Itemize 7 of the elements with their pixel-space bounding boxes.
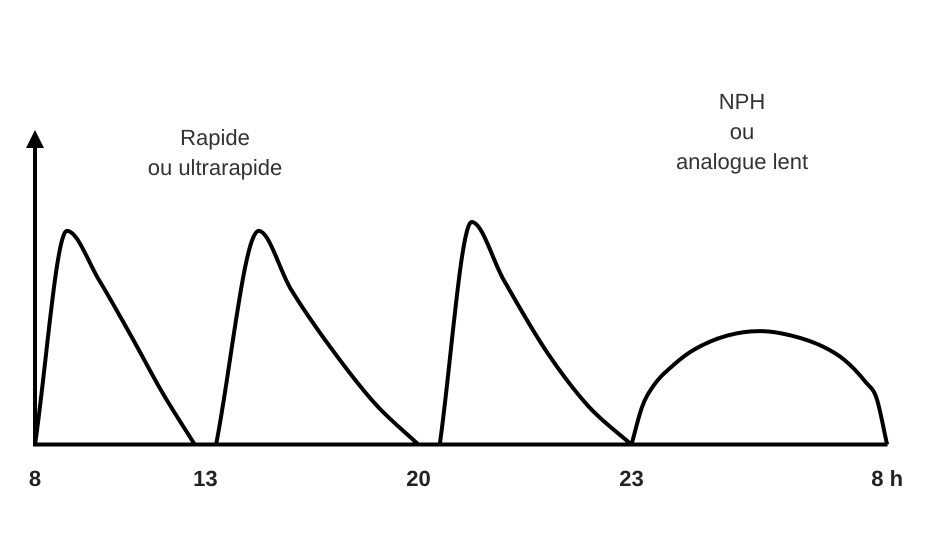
x-tick-label: 13 [193,466,218,491]
x-tick-label: 8 [28,466,42,491]
x-tick-label: 8 h [871,466,904,491]
text: NPH ou analogue lent [676,89,808,174]
x-tick-label: 23 [619,466,644,491]
text: Rapide ou ultrarapide [148,125,282,180]
x-tick-label: 20 [406,466,431,491]
